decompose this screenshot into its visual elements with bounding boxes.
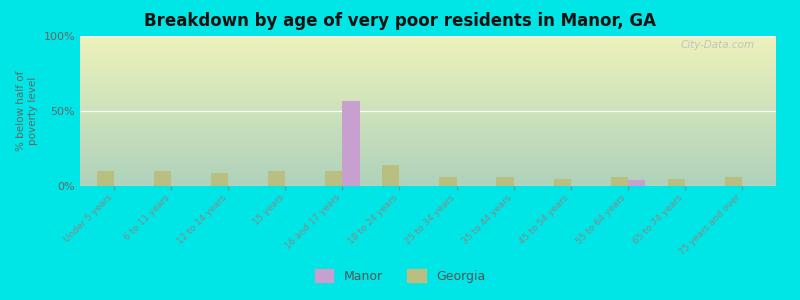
Bar — [610, 177, 628, 186]
Bar — [268, 171, 286, 186]
Bar — [211, 172, 228, 186]
Bar — [439, 177, 457, 186]
Bar — [382, 165, 399, 186]
Bar — [97, 171, 114, 186]
Bar — [725, 177, 742, 186]
Legend: Manor, Georgia: Manor, Georgia — [310, 264, 490, 288]
Bar — [668, 178, 685, 186]
Bar — [154, 171, 171, 186]
Text: City-Data.com: City-Data.com — [681, 40, 755, 50]
Y-axis label: % below half of
poverty level: % below half of poverty level — [16, 71, 38, 151]
Bar — [497, 177, 514, 186]
Text: Breakdown by age of very poor residents in Manor, GA: Breakdown by age of very poor residents … — [144, 12, 656, 30]
Bar — [554, 178, 570, 186]
Bar — [342, 100, 359, 186]
Bar — [628, 180, 645, 186]
Bar — [326, 171, 342, 186]
